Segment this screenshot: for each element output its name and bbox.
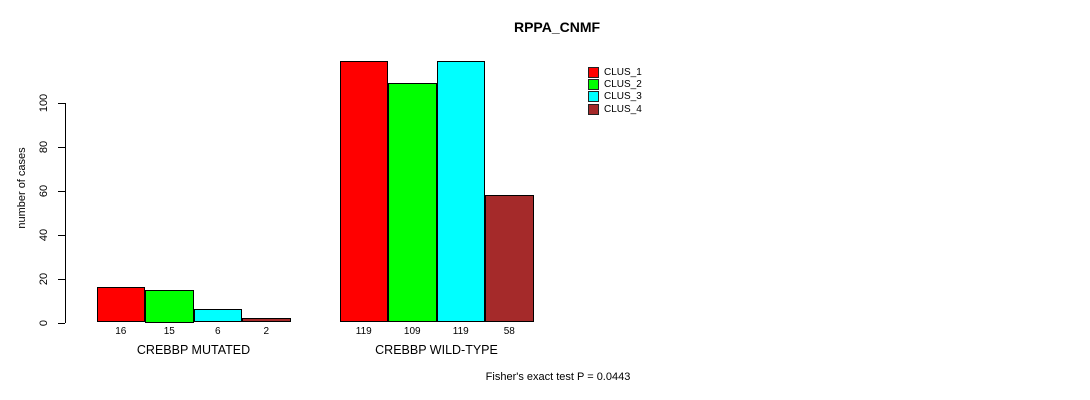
y-axis-title: number of cases (16, 147, 28, 229)
bar-value-label: 119 (355, 325, 372, 337)
y-tick (58, 278, 65, 280)
legend-item-clus_3: CLUS_3 (588, 91, 642, 103)
bar-value-label: 58 (503, 325, 515, 337)
bar-value-label: 16 (115, 325, 127, 337)
bar-clus_4 (485, 194, 534, 323)
annotation-text: Fisher's exact test P = 0.0443 (485, 371, 631, 383)
y-tick (58, 102, 65, 104)
bar-clus_4 (242, 318, 291, 323)
chart-title: RPPA_CNMF (513, 19, 601, 35)
bar-value-label: 15 (163, 325, 175, 337)
legend-swatch (588, 103, 599, 115)
legend-swatch (588, 66, 599, 78)
y-tick-label: 80 (38, 140, 50, 153)
y-tick-label: 20 (38, 272, 50, 285)
bar-value-label: 109 (403, 325, 421, 337)
x-group-label: CREBBP MUTATED (136, 343, 251, 357)
y-axis-line (65, 102, 66, 323)
y-tick-label: 60 (38, 184, 50, 197)
legend-label: CLUS_4 (604, 103, 642, 115)
bar-clus_3 (436, 60, 485, 323)
y-tick (58, 146, 65, 148)
bar-value-label: 119 (452, 325, 469, 337)
y-tick (58, 322, 65, 324)
bar-clus_1 (96, 287, 145, 323)
legend-swatch (588, 91, 599, 103)
y-tick-label: 0 (38, 319, 50, 326)
y-tick (58, 190, 65, 192)
bar-clus_2 (145, 289, 194, 323)
bar-value-label: 6 (214, 325, 221, 337)
bar-clus_2 (388, 82, 437, 323)
legend-item-clus_2: CLUS_2 (588, 78, 642, 90)
legend-item-clus_1: CLUS_1 (588, 66, 642, 78)
legend: CLUS_1 CLUS_2 CLUS_3 CLUS_4 (588, 66, 642, 115)
bar-clus_3 (193, 309, 242, 323)
legend-label: CLUS_2 (604, 78, 642, 90)
y-tick (58, 234, 65, 236)
legend-label: CLUS_3 (604, 91, 642, 103)
bar-clus_1 (339, 60, 388, 323)
y-tick-label: 40 (38, 228, 50, 241)
legend-swatch (588, 78, 599, 90)
x-group-label: CREBBP WILD-TYPE (375, 343, 498, 357)
bar-value-label: 2 (263, 325, 270, 337)
legend-item-clus_4: CLUS_4 (588, 103, 642, 115)
y-tick-label: 100 (38, 93, 50, 112)
legend-label: CLUS_1 (604, 66, 642, 78)
